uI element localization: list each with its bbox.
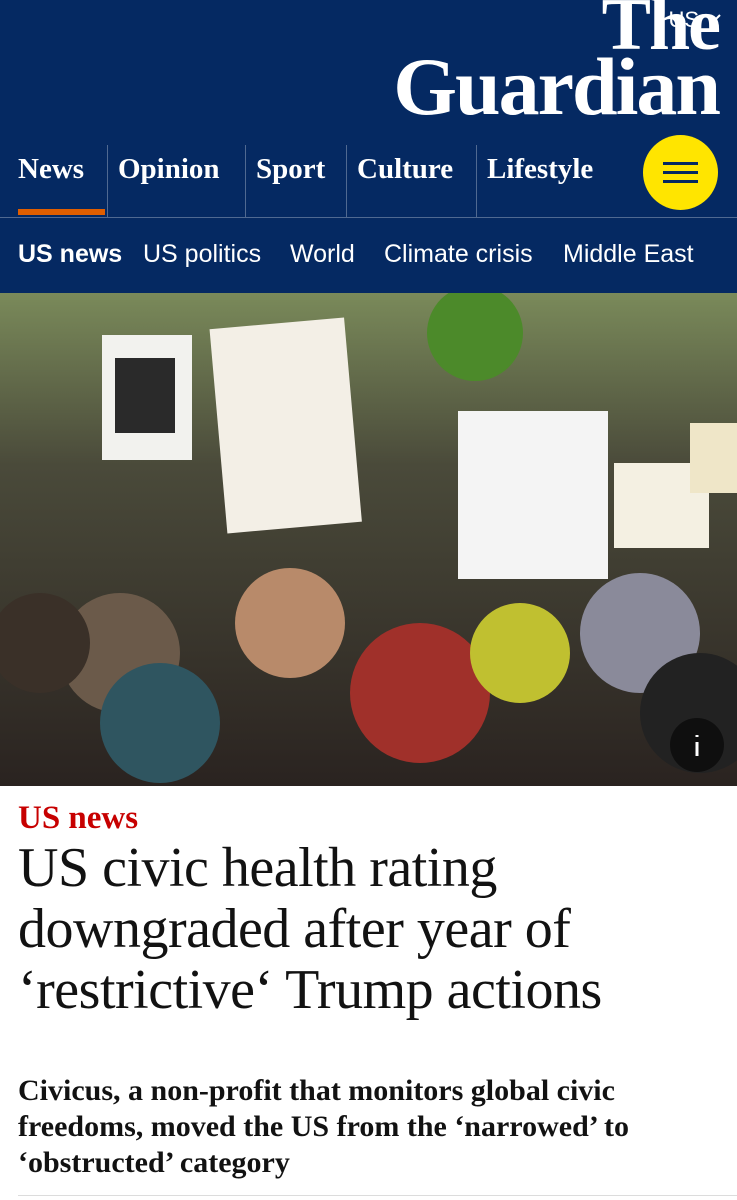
sub-nav-item[interactable]: Climate crisis xyxy=(384,240,533,268)
standfirst: Civicus, a non-profit that monitors glob… xyxy=(18,1073,629,1181)
main-nav: News Opinion Sport Culture Lifestyle xyxy=(0,145,737,217)
headline-line: downgraded after year of xyxy=(18,898,571,960)
sub-nav-item[interactable]: US news xyxy=(18,240,123,268)
standfirst-line: freedoms, moved the US from the ‘narrowe… xyxy=(18,1110,630,1143)
active-indicator xyxy=(18,209,105,215)
nav-separator xyxy=(346,145,347,217)
nav-item[interactable]: News xyxy=(18,153,85,185)
nav-item[interactable]: Lifestyle xyxy=(487,153,594,185)
logo-line: The xyxy=(601,0,721,66)
edition-selector[interactable]: US xyxy=(668,7,699,32)
nav-separator xyxy=(107,145,108,217)
logo-line: Guardian xyxy=(393,41,721,132)
sub-nav: US news US politics World Climate crisis Mid… xyxy=(0,240,737,280)
sub-nav-item[interactable]: World xyxy=(290,240,355,268)
headline-line: US civic health rating xyxy=(18,837,497,899)
article-photo: PROUDAMERICANPORTLANDERANTI-FASCISTWON'T… xyxy=(0,293,737,786)
chevron-icon xyxy=(707,14,721,23)
site-header: The Guardian US News Opinion Sport Culture L… xyxy=(0,0,737,293)
divider xyxy=(0,217,737,218)
menu-bar xyxy=(663,180,698,183)
nav-separator xyxy=(245,145,246,217)
menu-button[interactable] xyxy=(643,135,718,210)
nav-item[interactable]: Culture xyxy=(357,153,454,185)
nav-separator xyxy=(476,145,477,217)
sub-nav-item[interactable]: Middle East xyxy=(563,240,694,268)
menu-bar xyxy=(663,171,698,174)
nav-item[interactable]: Sport xyxy=(256,153,326,185)
standfirst-line: ‘obstructed’ category xyxy=(18,1146,290,1179)
sub-nav-item[interactable]: US politics xyxy=(143,240,262,268)
menu-bar xyxy=(663,162,698,165)
nav-item[interactable]: Opinion xyxy=(118,153,220,185)
logo[interactable]: The Guardian xyxy=(393,0,721,132)
divider xyxy=(18,1195,737,1196)
headline: US civic health rating downgraded after y… xyxy=(18,838,602,1021)
headline-line: ‘restrictive‘ Trump actions xyxy=(18,959,602,1021)
standfirst-line: Civicus, a non-profit that monitors glob… xyxy=(18,1074,615,1107)
section-kicker[interactable]: US news xyxy=(18,800,139,836)
